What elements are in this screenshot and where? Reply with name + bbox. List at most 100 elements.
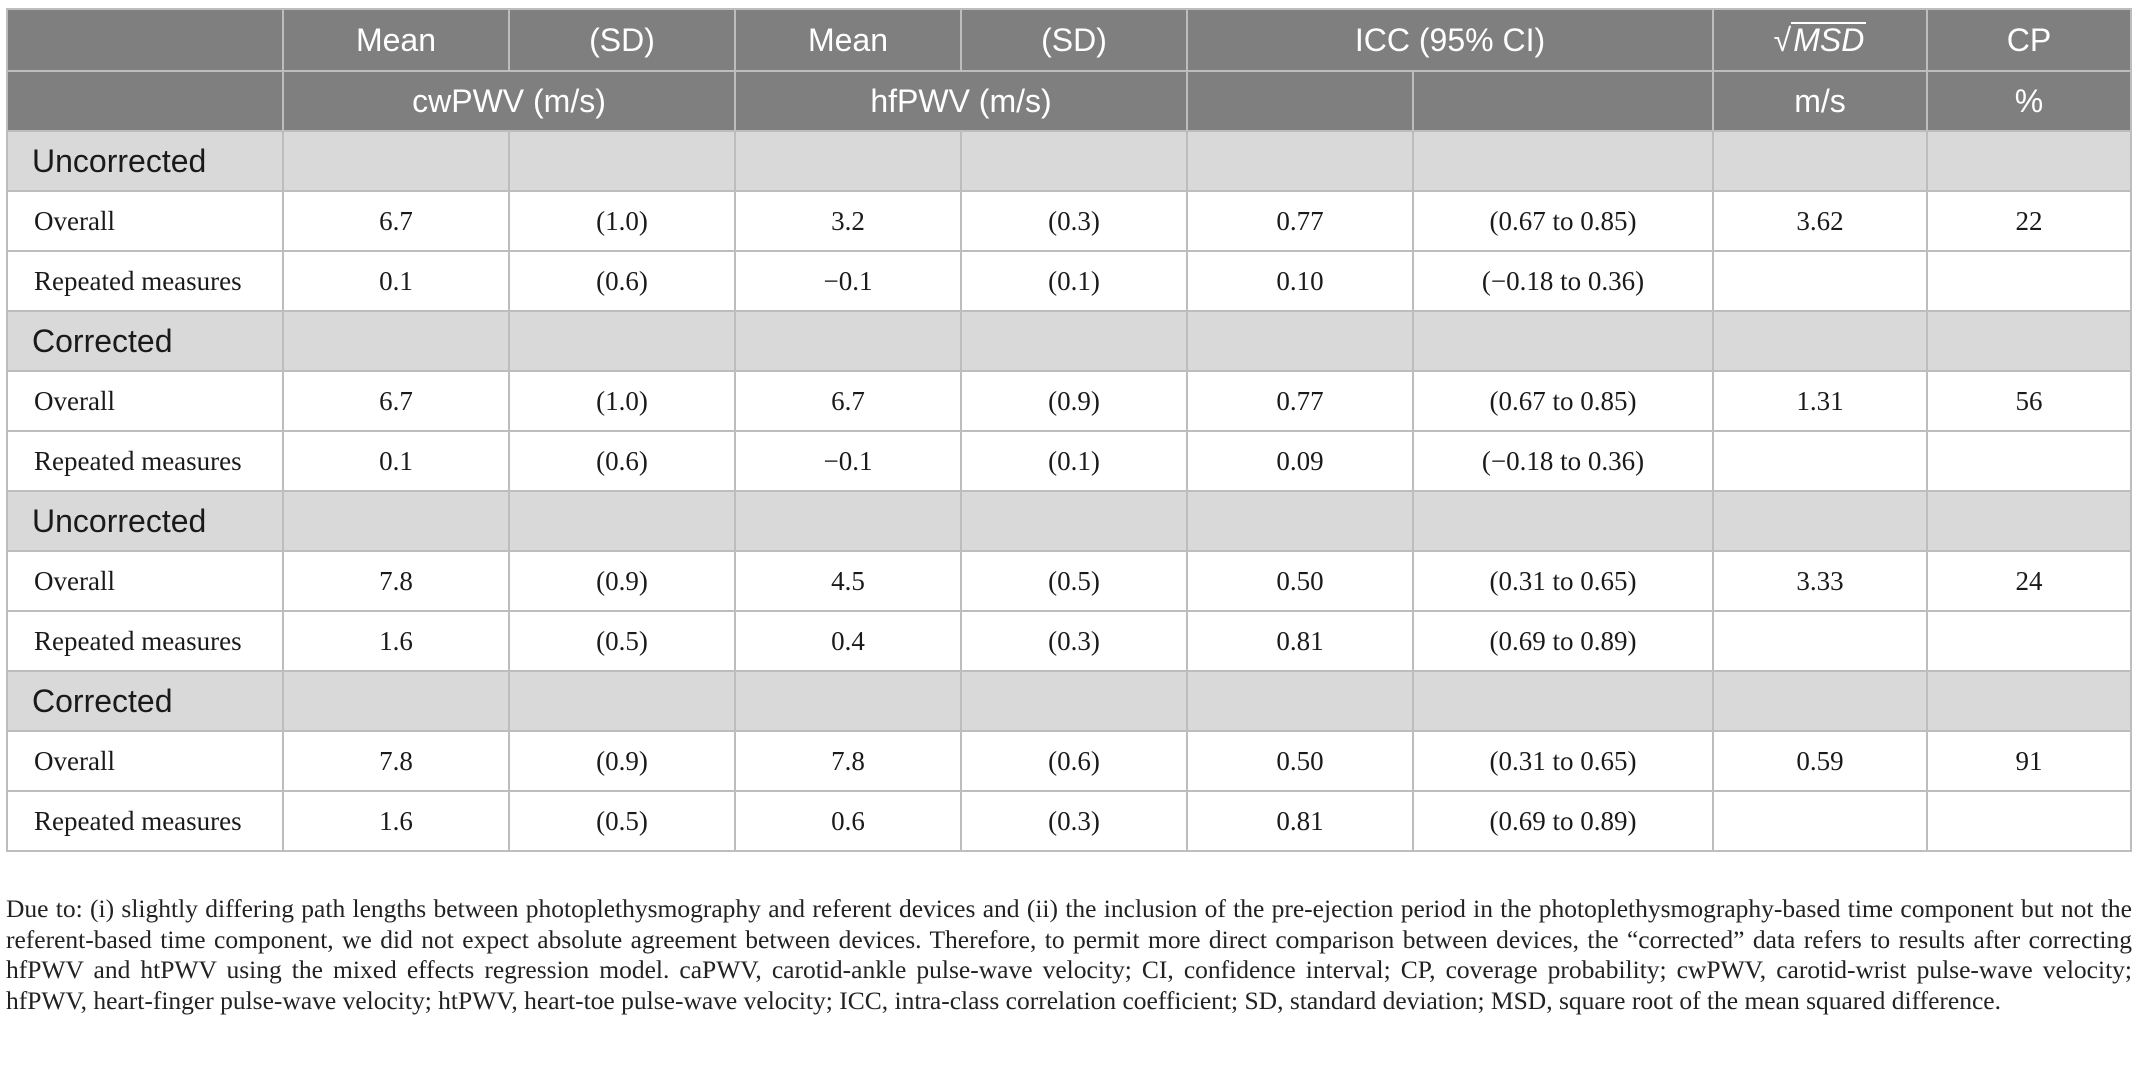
section-empty-cell xyxy=(734,490,962,552)
hf-mean-cell: 7.8 xyxy=(734,730,962,792)
hf-mean-cell: 4.5 xyxy=(734,550,962,612)
hf-sd-cell: (0.9) xyxy=(960,370,1188,432)
msd-cell xyxy=(1712,790,1928,852)
table-row: Repeated measures 1.6 (0.5) 0.6 (0.3) 0.81 (0.… xyxy=(6,790,2132,852)
icc-cell: 0.77 xyxy=(1186,370,1414,432)
row-label: Overall xyxy=(6,370,284,432)
section-empty-cell xyxy=(734,670,962,732)
ci-cell: (0.69 to 0.89) xyxy=(1412,790,1714,852)
section-empty-cell xyxy=(734,130,962,192)
section-label: Corrected xyxy=(6,310,284,372)
section-empty-cell xyxy=(1926,130,2132,192)
cw-sd-cell: (0.9) xyxy=(508,550,736,612)
row-label: Repeated measures xyxy=(6,250,284,312)
table-row: Overall 6.7 (1.0) 6.7 (0.9) 0.77 (0.67 to 0.85… xyxy=(6,370,2132,432)
hf-mean-cell: 6.7 xyxy=(734,370,962,432)
hf-sd-cell: (0.6) xyxy=(960,730,1188,792)
section-empty-cell xyxy=(960,490,1188,552)
section-empty-cell xyxy=(1412,310,1714,372)
section-empty-cell xyxy=(282,670,510,732)
msd-cell: 0.59 xyxy=(1712,730,1928,792)
header-ci-blank xyxy=(1412,70,1714,132)
table-row: Overall 6.7 (1.0) 3.2 (0.3) 0.77 (0.67 to 0.85… xyxy=(6,190,2132,252)
section-empty-cell xyxy=(1412,670,1714,732)
section-empty-cell xyxy=(1186,670,1414,732)
sqrt-msd-formula: √MSD xyxy=(1773,21,1867,59)
row-label: Overall xyxy=(6,550,284,612)
section-label: Corrected xyxy=(6,670,284,732)
hf-sd-cell: (0.1) xyxy=(960,430,1188,492)
cw-mean-cell: 1.6 xyxy=(282,610,510,672)
header-msd-unit: m/s xyxy=(1712,70,1928,132)
cp-cell: 24 xyxy=(1926,550,2132,612)
msd-cell xyxy=(1712,610,1928,672)
cp-cell: 91 xyxy=(1926,730,2132,792)
section-row: Uncorrected xyxy=(6,490,2132,552)
header-cp: CP xyxy=(1926,8,2132,72)
section-empty-cell xyxy=(1712,490,1928,552)
header-cw-sd: (SD) xyxy=(508,8,736,72)
ci-cell: (−0.18 to 0.36) xyxy=(1412,430,1714,492)
ci-cell: (0.31 to 0.65) xyxy=(1412,550,1714,612)
header-blank-cell xyxy=(6,8,284,72)
cw-sd-cell: (0.9) xyxy=(508,730,736,792)
table-row: Repeated measures 1.6 (0.5) 0.4 (0.3) 0.81 (0.… xyxy=(6,610,2132,672)
ci-cell: (−0.18 to 0.36) xyxy=(1412,250,1714,312)
section-row: Corrected xyxy=(6,670,2132,732)
sqrt-symbol: √ xyxy=(1773,21,1792,58)
table-body: Uncorrected Overall 6.7 (1.0) 3.2 (0.3) 0.77 (0… xyxy=(6,130,2132,852)
cw-mean-cell: 6.7 xyxy=(282,370,510,432)
msd-cell: 3.33 xyxy=(1712,550,1928,612)
section-empty-cell xyxy=(282,490,510,552)
cw-mean-cell: 7.8 xyxy=(282,730,510,792)
icc-cell: 0.50 xyxy=(1186,550,1414,612)
header-cw-mean: Mean xyxy=(282,8,510,72)
section-empty-cell xyxy=(1926,310,2132,372)
cw-sd-cell: (0.6) xyxy=(508,430,736,492)
section-row: Uncorrected xyxy=(6,130,2132,192)
msd-cell xyxy=(1712,430,1928,492)
table-footnote: Due to: (i) slightly differing path leng… xyxy=(6,894,2132,1015)
section-empty-cell xyxy=(1712,130,1928,192)
table-row: Repeated measures 0.1 (0.6) −0.1 (0.1) 0.09 (−… xyxy=(6,430,2132,492)
row-label: Overall xyxy=(6,730,284,792)
row-label: Repeated measures xyxy=(6,610,284,672)
cw-mean-cell: 0.1 xyxy=(282,430,510,492)
msd-text: MSD xyxy=(1791,21,1867,58)
header-cwpwv-unit: cwPWV (m/s) xyxy=(282,70,736,132)
section-empty-cell xyxy=(1712,670,1928,732)
cw-sd-cell: (0.6) xyxy=(508,250,736,312)
section-empty-cell xyxy=(282,130,510,192)
hf-sd-cell: (0.1) xyxy=(960,250,1188,312)
cp-cell: 56 xyxy=(1926,370,2132,432)
section-empty-cell xyxy=(508,310,736,372)
section-empty-cell xyxy=(1412,490,1714,552)
cw-sd-cell: (1.0) xyxy=(508,370,736,432)
section-empty-cell xyxy=(282,310,510,372)
hf-mean-cell: −0.1 xyxy=(734,250,962,312)
section-empty-cell xyxy=(508,130,736,192)
section-empty-cell xyxy=(734,310,962,372)
hf-mean-cell: −0.1 xyxy=(734,430,962,492)
section-label: Uncorrected xyxy=(6,130,284,192)
section-empty-cell xyxy=(1186,490,1414,552)
hf-sd-cell: (0.3) xyxy=(960,790,1188,852)
hf-sd-cell: (0.5) xyxy=(960,550,1188,612)
cw-mean-cell: 0.1 xyxy=(282,250,510,312)
header-hfpwv-unit: hfPWV (m/s) xyxy=(734,70,1188,132)
section-empty-cell xyxy=(1412,130,1714,192)
icc-cell: 0.81 xyxy=(1186,790,1414,852)
hf-mean-cell: 0.6 xyxy=(734,790,962,852)
icc-cell: 0.09 xyxy=(1186,430,1414,492)
cp-cell xyxy=(1926,430,2132,492)
cp-cell xyxy=(1926,790,2132,852)
ci-cell: (0.31 to 0.65) xyxy=(1412,730,1714,792)
cw-sd-cell: (0.5) xyxy=(508,610,736,672)
msd-cell: 3.62 xyxy=(1712,190,1928,252)
section-empty-cell xyxy=(508,490,736,552)
section-label: Uncorrected xyxy=(6,490,284,552)
section-empty-cell xyxy=(960,130,1188,192)
row-label: Repeated measures xyxy=(6,790,284,852)
section-empty-cell xyxy=(1186,130,1414,192)
row-label: Overall xyxy=(6,190,284,252)
